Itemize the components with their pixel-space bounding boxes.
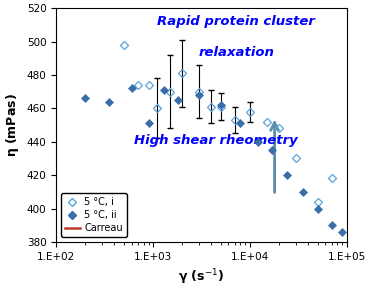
Legend: 5 °C, i, 5 °C, ii, Carreau: 5 °C, i, 5 °C, ii, Carreau xyxy=(61,194,127,237)
Text: Rapid protein cluster: Rapid protein cluster xyxy=(157,15,315,28)
Y-axis label: $\bf{\eta}$ (mPas): $\bf{\eta}$ (mPas) xyxy=(4,93,21,157)
Text: High shear rheometry: High shear rheometry xyxy=(134,134,298,148)
X-axis label: $\bf{\gamma}$ (s$^{-1}$): $\bf{\gamma}$ (s$^{-1}$) xyxy=(178,267,225,287)
Text: relaxation: relaxation xyxy=(198,46,274,58)
